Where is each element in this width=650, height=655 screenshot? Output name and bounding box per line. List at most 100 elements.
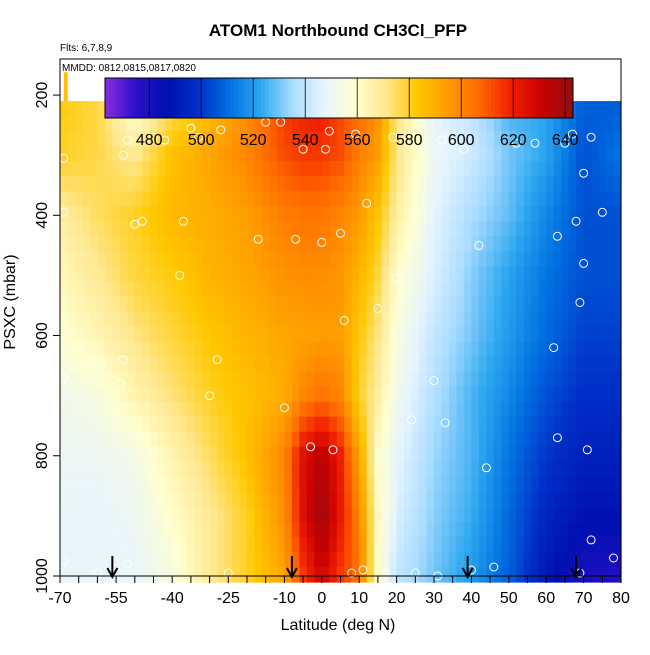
- heatmap-cell: [291, 296, 300, 313]
- colorbar-tick-label: 500: [188, 132, 215, 149]
- heatmap-cell: [112, 266, 121, 283]
- heatmap-cell: [508, 431, 517, 448]
- heatmap-cell: [389, 371, 398, 388]
- heatmap-cell: [411, 116, 420, 132]
- sample-marker: [253, 234, 263, 244]
- heatmap-cell: [426, 506, 435, 523]
- heatmap-cell: [82, 356, 91, 373]
- heatmap-cell: [463, 506, 472, 523]
- heatmap-cell: [456, 386, 465, 403]
- heatmap-cell: [366, 191, 375, 207]
- heatmap-cell: [516, 251, 525, 267]
- heatmap-cell: [67, 191, 76, 207]
- heatmap-cell: [598, 521, 607, 538]
- heatmap-cell: [516, 131, 525, 147]
- heatmap-cell: [553, 281, 562, 298]
- heatmap-cell: [321, 176, 330, 192]
- heatmap-cell: [127, 566, 136, 583]
- heatmap-cell: [269, 506, 278, 523]
- heatmap-cell: [74, 161, 84, 177]
- heatmap-cell: [172, 326, 181, 343]
- heatmap-cell: [321, 161, 330, 177]
- heatmap-cell: [82, 161, 91, 177]
- heatmap-cell: [164, 296, 173, 313]
- heatmap-cell: [321, 206, 330, 222]
- heatmap-cell: [172, 176, 181, 192]
- heatmap-cell: [344, 521, 353, 538]
- heatmap-cell: [284, 116, 293, 132]
- heatmap-cell: [89, 341, 98, 358]
- heatmap-cell: [351, 521, 360, 538]
- colorbar-segment: [424, 78, 430, 118]
- colorbar-segment: [296, 78, 301, 118]
- heatmap-cell: [523, 521, 532, 538]
- heatmap-cell: [134, 161, 143, 177]
- heatmap-cell: [299, 416, 308, 433]
- heatmap-cell: [314, 341, 323, 358]
- colorbar-segment: [167, 78, 172, 118]
- heatmap-cell: [456, 551, 465, 568]
- heatmap-cell: [269, 206, 278, 222]
- heatmap-cell: [194, 161, 203, 177]
- heatmap-cell: [134, 281, 143, 298]
- heatmap-cell: [441, 146, 450, 162]
- sample-marker: [511, 138, 521, 148]
- heatmap-cell: [224, 161, 233, 177]
- heatmap-cell: [366, 131, 375, 147]
- heatmap-cell: [261, 416, 271, 433]
- heatmap-cell: [389, 461, 398, 478]
- heatmap-cell: [538, 206, 547, 222]
- heatmap-cell: [531, 476, 540, 493]
- heatmap-cell: [217, 176, 226, 192]
- heatmap-cell: [104, 116, 113, 132]
- heatmap-cell: [381, 386, 390, 403]
- colorbar-segment: [140, 78, 145, 118]
- heatmap-cell: [239, 236, 248, 252]
- heatmap-cell: [299, 236, 308, 252]
- heatmap-cell: [321, 566, 330, 583]
- heatmap-cell: [546, 281, 555, 298]
- heatmap-cell: [561, 401, 570, 418]
- heatmap-cell: [142, 566, 151, 583]
- heatmap-cell: [89, 461, 98, 478]
- colorbar-segment: [276, 78, 281, 118]
- heatmap-cell: [149, 386, 158, 403]
- heatmap-cell: [224, 431, 233, 448]
- heatmap-cell: [336, 176, 345, 192]
- heatmap-cell: [89, 221, 98, 237]
- heatmap-cell: [344, 401, 353, 418]
- heatmap-cell: [97, 116, 106, 132]
- heatmap-cell: [374, 521, 383, 538]
- heatmap-cell: [344, 341, 353, 358]
- heatmap-cell: [284, 191, 293, 207]
- heatmap-cell: [194, 356, 203, 373]
- heatmap-cell: [276, 536, 285, 553]
- heatmap-cell: [613, 461, 622, 478]
- heatmap-cell: [299, 506, 308, 523]
- heatmap-cell: [329, 326, 338, 343]
- heatmap-cell: [299, 521, 308, 538]
- heatmap-cell: [366, 371, 375, 388]
- heatmap-cell: [209, 341, 218, 358]
- heatmap-cell: [247, 341, 256, 358]
- heatmap-cell: [224, 506, 233, 523]
- heatmap-cell: [404, 356, 413, 373]
- heatmap-cell: [613, 446, 622, 463]
- heatmap-cell: [224, 131, 233, 147]
- heatmap-cell: [314, 356, 323, 373]
- heatmap-cell: [63, 72, 68, 102]
- heatmap-cell: [463, 221, 472, 237]
- heatmap-cell: [142, 221, 151, 237]
- heatmap-cell: [112, 506, 121, 523]
- heatmap-cell: [314, 566, 323, 583]
- heatmap-cell: [217, 461, 226, 478]
- heatmap-cell: [486, 401, 495, 418]
- heatmap-cell: [531, 551, 540, 568]
- heatmap-cell: [67, 176, 76, 192]
- heatmap-cell: [426, 446, 435, 463]
- heatmap-cell: [396, 521, 405, 538]
- heatmap-cell: [561, 476, 570, 493]
- heatmap-cell: [276, 476, 285, 493]
- heatmap-cell: [501, 506, 510, 523]
- heatmap-cell: [441, 116, 450, 132]
